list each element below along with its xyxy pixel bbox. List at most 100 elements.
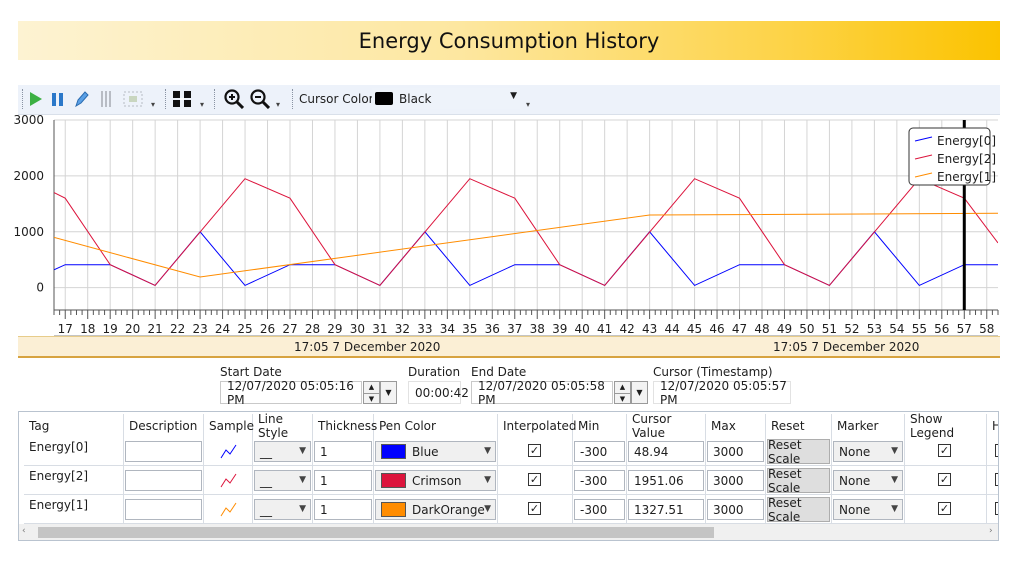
column-header-extra[interactable]: H — [992, 418, 998, 433]
thickness-input[interactable]: 1 — [314, 441, 372, 462]
x-tick-label: 29 — [327, 322, 342, 336]
column-header-interpolated[interactable]: Interpolated — [498, 414, 577, 437]
line-style-select[interactable]: __ ▼ — [254, 441, 311, 462]
min-input[interactable]: -300 — [574, 470, 625, 491]
pen-color-select[interactable]: DarkOrange ▼ — [375, 499, 496, 520]
legend-swatch — [914, 136, 933, 142]
show-legend-checkbox[interactable]: ✓ — [938, 502, 951, 515]
zoom-out-button[interactable] — [249, 89, 271, 109]
table-cell-tag[interactable]: Energy[1] — [24, 495, 124, 524]
column-header-max[interactable]: Max — [706, 414, 766, 437]
column-header-tag[interactable]: Tag — [24, 414, 124, 437]
description-input[interactable] — [125, 470, 202, 491]
x-tick-label: 33 — [417, 322, 432, 336]
table-cell-sample — [204, 437, 253, 466]
x-tick-label: 25 — [237, 322, 252, 336]
show-legend-checkbox[interactable]: ✓ — [938, 473, 951, 486]
chevron-down-icon: ▼ — [484, 504, 491, 514]
legend-swatch — [914, 154, 933, 160]
interpolated-checkbox[interactable]: ✓ — [528, 473, 541, 486]
pen-color-select[interactable]: Crimson ▼ — [375, 470, 496, 491]
max-input[interactable]: 3000 — [707, 441, 764, 462]
pen-button[interactable] — [72, 89, 90, 109]
line-style-select[interactable]: __ ▼ — [254, 499, 311, 520]
pen-color-swatch — [381, 444, 406, 459]
sample-line-icon — [220, 502, 237, 517]
chevron-down-icon[interactable]: ▾ — [200, 100, 205, 109]
pen-color-value: Crimson — [412, 473, 462, 488]
cursor-color-select[interactable]: Black ▼ — [372, 88, 520, 109]
column-header-min[interactable]: Min — [573, 414, 627, 437]
table-cell-sample — [204, 466, 253, 495]
table-cell-show-legend: ✓ — [905, 466, 987, 495]
play-button[interactable] — [28, 89, 44, 109]
description-input[interactable] — [125, 441, 202, 462]
extra-checkbox[interactable] — [995, 473, 998, 486]
interpolated-checkbox[interactable]: ✓ — [528, 444, 541, 457]
thickness-input[interactable]: 1 — [314, 499, 372, 520]
column-header-cursor-value[interactable]: Cursor Value — [627, 412, 706, 440]
extra-checkbox[interactable] — [995, 502, 998, 515]
min-input[interactable]: -300 — [574, 441, 625, 462]
pen-color-select[interactable]: Blue ▼ — [375, 441, 496, 462]
column-header-line-style[interactable]: Line Style — [253, 412, 313, 440]
reset-scale-button[interactable]: Reset Scale — [767, 438, 830, 466]
collapse-icon — [173, 91, 191, 107]
max-input[interactable]: 3000 — [707, 499, 764, 520]
sample-line-icon — [220, 444, 237, 459]
chevron-down-icon[interactable]: ▾ — [151, 100, 156, 109]
marker-select[interactable]: None ▼ — [833, 441, 903, 462]
x-tick-label: 43 — [642, 322, 657, 336]
scroll-left-icon[interactable]: ‹ — [22, 526, 26, 536]
chevron-down-icon: ▼ — [299, 475, 306, 485]
reset-scale-button[interactable]: Reset Scale — [767, 496, 830, 524]
max-input[interactable]: 3000 — [707, 470, 764, 491]
start-date-spinner[interactable]: ▲ ▼ — [363, 381, 380, 404]
chevron-down-icon[interactable]: ▾ — [276, 100, 281, 109]
cursor-value-field[interactable]: 48.94 — [628, 441, 704, 462]
column-header-sample[interactable]: Sample — [204, 414, 254, 437]
y-tick-label: 0 — [36, 281, 44, 295]
end-date-dropdown[interactable]: ▼ — [631, 381, 648, 404]
scroll-right-icon[interactable]: › — [989, 526, 993, 536]
sample-line-icon — [220, 473, 237, 488]
x-tick-label: 46 — [709, 322, 724, 336]
thickness-input[interactable]: 1 — [314, 470, 372, 491]
end-date-field[interactable]: 12/07/2020 05:05:58 PM — [471, 379, 613, 407]
reset-scale-button[interactable]: Reset Scale — [767, 467, 830, 495]
table-cell-tag[interactable]: Energy[0] — [24, 437, 124, 466]
marker-select[interactable]: None ▼ — [833, 499, 903, 520]
x-tick-label: 48 — [754, 322, 769, 336]
column-header-marker[interactable]: Marker — [832, 414, 905, 437]
zoom-in-button[interactable] — [223, 89, 245, 109]
trend-chart[interactable]: 3000 2000 1000 0 17 18 19 20 21 22 23 24 25 26 27 28 29… — [0, 0, 1017, 340]
start-date-dropdown[interactable]: ▼ — [380, 381, 397, 404]
description-input[interactable] — [125, 499, 202, 520]
cursor-color-swatch — [375, 92, 393, 105]
column-header-pen-color[interactable]: Pen Color — [374, 414, 498, 437]
column-header-description[interactable]: Description — [124, 414, 204, 437]
collapse-button[interactable] — [171, 89, 193, 109]
line-style-select[interactable]: __ ▼ — [254, 470, 311, 491]
column-header-reset[interactable]: Reset — [766, 414, 832, 437]
x-tick-label: 51 — [822, 322, 837, 336]
cursor-value-field[interactable]: 1327.51 — [628, 499, 704, 520]
start-date-field[interactable]: 12/07/2020 05:05:16 PM — [220, 379, 362, 407]
cursor-value-field[interactable]: 1951.06 — [628, 470, 704, 491]
line-style-value: __ — [260, 473, 272, 488]
columns-button[interactable] — [98, 89, 114, 109]
chevron-down-icon[interactable]: ▾ — [526, 100, 531, 109]
pause-button[interactable] — [50, 89, 66, 109]
table-cell-tag[interactable]: Energy[2] — [24, 466, 124, 495]
end-date-spinner[interactable]: ▲ ▼ — [614, 381, 631, 404]
column-header-show-legend[interactable]: Show Legend — [905, 412, 987, 440]
interpolated-checkbox[interactable]: ✓ — [528, 502, 541, 515]
marker-select[interactable]: None ▼ — [833, 470, 903, 491]
fit-button[interactable] — [122, 89, 144, 109]
min-input[interactable]: -300 — [574, 499, 625, 520]
scrollbar-thumb[interactable] — [38, 527, 714, 538]
extra-checkbox[interactable] — [995, 444, 998, 457]
column-header-thickness[interactable]: Thickness — [313, 414, 377, 437]
show-legend-checkbox[interactable]: ✓ — [938, 444, 951, 457]
x-tick-label: 17 — [58, 322, 73, 336]
